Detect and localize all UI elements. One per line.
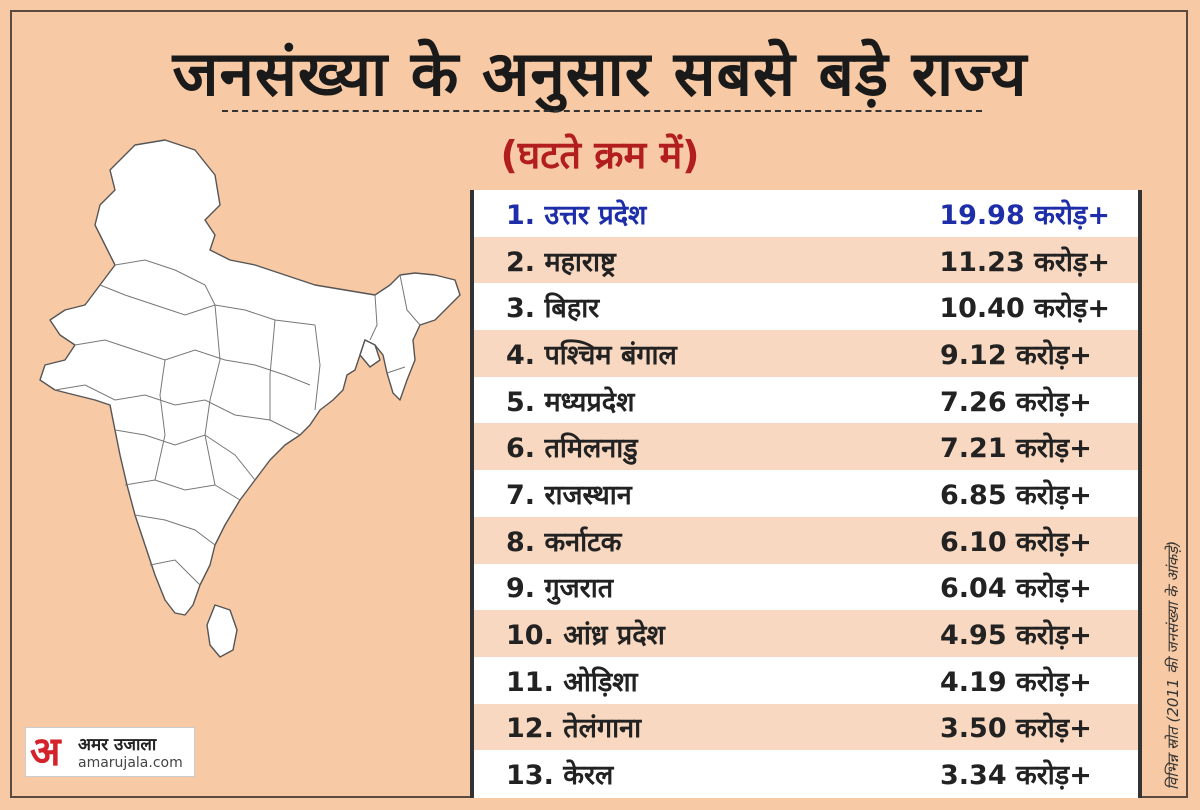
title-underline [222, 110, 982, 112]
table-row: 11. ओड़िशा 4.19 करोड़+ [474, 656, 1138, 704]
table-row: 3. बिहार 10.40 करोड़+ [474, 283, 1138, 331]
state-population: 11.23 करोड़+ [939, 246, 1110, 278]
table-row: 12. तेलंगाना 3.50 करोड़+ [474, 703, 1138, 751]
state-population: 4.19 करोड़+ [940, 666, 1092, 698]
page-title: जनसंख्या के अनुसार सबसे बड़े राज्य [172, 37, 1028, 110]
table-row: 4. पश्चिम बंगाल 9.12 करोड़+ [474, 330, 1138, 377]
state-population: 6.85 करोड़+ [940, 479, 1092, 511]
state-name: 7. राजस्थान [506, 479, 632, 511]
source-note: विभिन्न स्रोत (2011 की जनसंख्या के आंकड़… [1163, 460, 1193, 800]
state-name: 2. महाराष्ट्र [506, 246, 616, 278]
india-map-icon [39, 139, 461, 658]
state-population: 3.50 करोड़+ [940, 713, 1092, 745]
page-subtitle: (घटते क्रम में) [500, 133, 700, 177]
table-row: 2. महाराष्ट्र 11.23 करोड़+ [474, 236, 1138, 284]
table-row: 13. केरल 3.34 करोड़+ [474, 750, 1138, 797]
state-name: 8. कर्नाटक [506, 526, 622, 558]
state-name: 10. आंध्र प्रदेश [506, 620, 665, 652]
state-population: 6.04 करोड़+ [940, 573, 1092, 605]
state-population: 9.12 करोड़+ [940, 339, 1092, 371]
population-table: 1. उत्तर प्रदेश 19.98 करोड़+ 2. महाराष्ट… [470, 190, 1142, 798]
table-row: 9. गुजरात 6.04 करोड़+ [474, 563, 1138, 611]
state-name: 4. पश्चिम बंगाल [506, 339, 677, 371]
state-name: 9. गुजरात [506, 573, 614, 605]
state-population: 7.21 करोड़+ [940, 433, 1092, 465]
logo-site: amarujala.com [78, 755, 183, 771]
table-row: 7. राजस्थान 6.85 करोड़+ [474, 470, 1138, 517]
state-name: 5. मध्यप्रदेश [506, 386, 635, 418]
table-row: 8. कर्नाटक 6.10 करोड़+ [474, 516, 1138, 564]
table-row: 1. उत्तर प्रदेश 19.98 करोड़+ [474, 190, 1138, 237]
state-name: 1. उत्तर प्रदेश [506, 199, 647, 231]
state-population: 10.40 करोड़+ [939, 293, 1110, 325]
state-name: 3. बिहार [506, 293, 600, 325]
state-name: 11. ओड़िशा [506, 666, 638, 698]
table-row: 5. मध्यप्रदेश 7.26 करोड़+ [474, 376, 1138, 424]
table-row: 10. आंध्र प्रदेश 4.95 करोड़+ [474, 610, 1138, 657]
logo-mark: अ [30, 729, 61, 775]
state-population: 6.10 करोड़+ [940, 526, 1092, 558]
state-name: 13. केरल [506, 760, 614, 792]
table-row: 6. तमिलनाडु 7.21 करोड़+ [474, 423, 1138, 471]
state-population: 19.98 करोड़+ [939, 199, 1110, 231]
state-population: 3.34 करोड़+ [940, 760, 1092, 792]
state-name: 6. तमिलनाडु [506, 433, 638, 465]
source-note-text: विभिन्न स्रोत (2011 की जनसंख्या के आंकड़… [1164, 540, 1182, 790]
amar-ujala-logo-icon: अ अमर उजाला amarujala.com [25, 727, 195, 777]
state-population: 4.95 करोड़+ [940, 620, 1092, 652]
state-name: 12. तेलंगाना [506, 713, 642, 745]
logo-name: अमर उजाला [78, 735, 157, 755]
state-population: 7.26 करोड़+ [940, 386, 1092, 418]
